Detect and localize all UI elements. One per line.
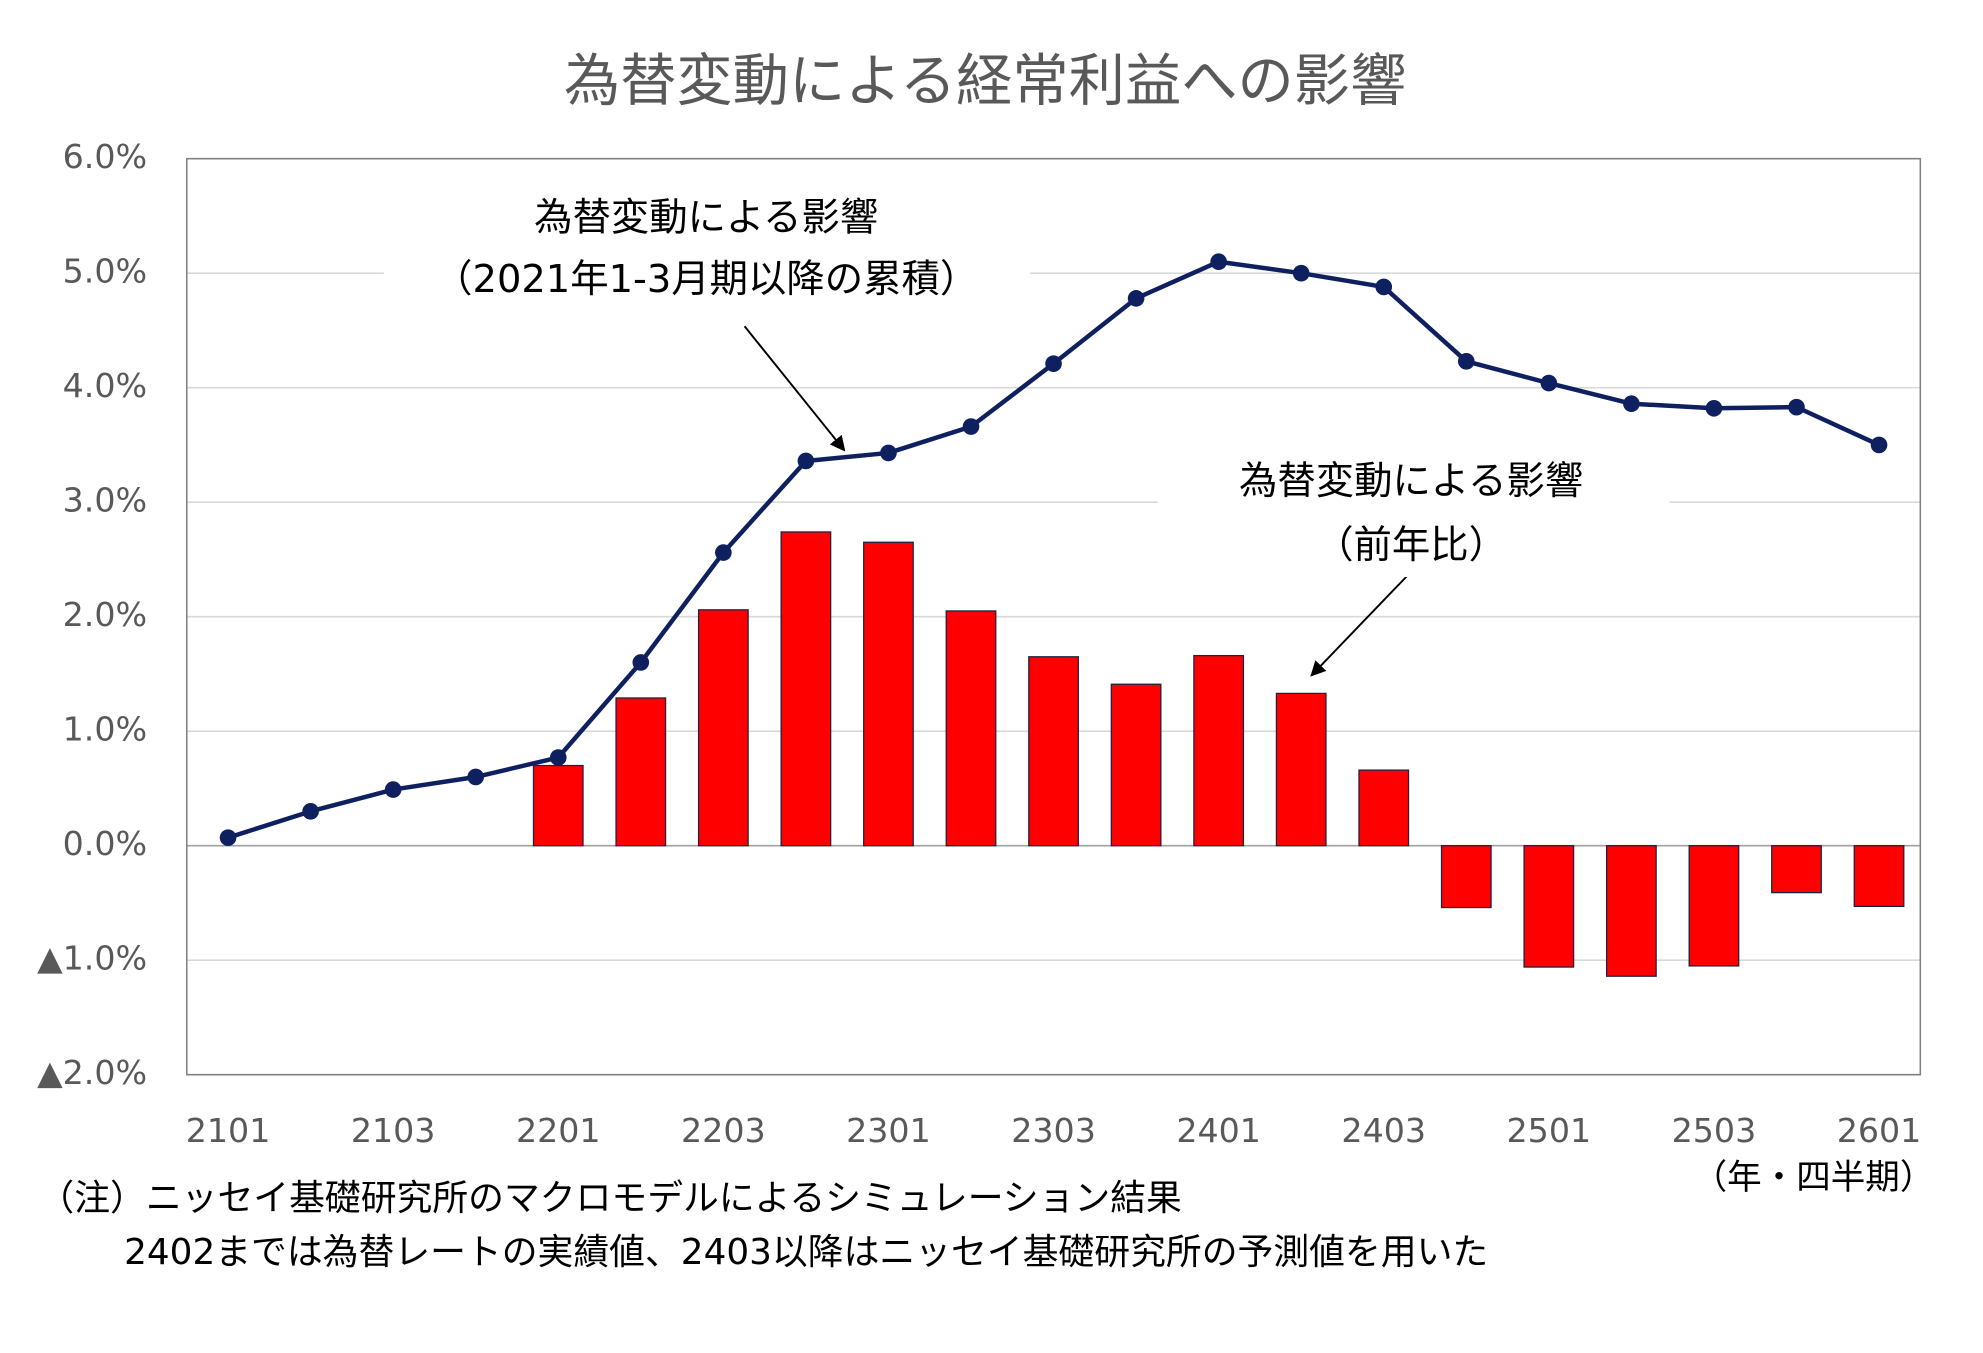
line-marker xyxy=(549,749,567,766)
line-marker xyxy=(1375,278,1393,296)
line-marker xyxy=(797,452,815,470)
line-marker xyxy=(1210,253,1227,271)
line-marker xyxy=(467,768,485,786)
bar xyxy=(1193,654,1245,847)
line-marker xyxy=(715,544,732,561)
annotation: （前年比） xyxy=(1315,523,1507,568)
line-marker xyxy=(384,781,402,798)
line-marker xyxy=(1623,395,1640,413)
bar xyxy=(1110,683,1162,847)
bar xyxy=(1688,845,1740,967)
y-tick-label: 2.0% xyxy=(63,595,147,634)
x-tick-label: 2101 xyxy=(186,1111,271,1150)
line-marker xyxy=(1870,436,1888,454)
x-tick-label: 2301 xyxy=(846,1111,931,1150)
y-tick-label: 6.0% xyxy=(63,137,147,176)
line-marker xyxy=(1705,399,1723,417)
bar xyxy=(945,610,997,847)
line-marker xyxy=(1457,353,1475,370)
line-marker xyxy=(1788,398,1805,416)
plot-border xyxy=(186,157,1922,1076)
y-tick-label: ▲2.0% xyxy=(37,1053,147,1092)
x-tick-label: 2103 xyxy=(351,1111,436,1150)
bar xyxy=(780,531,832,847)
line-marker xyxy=(880,444,897,462)
bar xyxy=(863,541,914,847)
bar xyxy=(1771,845,1822,894)
bar xyxy=(1853,845,1905,908)
x-tick-label: 2403 xyxy=(1341,1111,1426,1150)
annotation-arrow xyxy=(743,325,846,452)
line-marker xyxy=(632,654,650,671)
bar xyxy=(1605,845,1657,977)
annotation: （2021年1-3月期以降の累積） xyxy=(434,257,978,302)
annotation-bg xyxy=(383,191,1030,314)
x-axis-label: （年・四半期） xyxy=(1693,1158,1935,1198)
y-tick-label: 3.0% xyxy=(63,481,147,520)
bar xyxy=(1275,692,1327,847)
x-tick-label: 2303 xyxy=(1011,1111,1096,1150)
x-tick-label: 2501 xyxy=(1507,1111,1592,1150)
x-tick-label: 2401 xyxy=(1176,1111,1261,1150)
annotation: 為替変動による影響 xyxy=(534,196,878,241)
line-marker xyxy=(1540,374,1558,392)
chart-title: 為替変動による経常利益への影響 xyxy=(564,49,1407,114)
x-tick-label: 2503 xyxy=(1672,1111,1757,1150)
y-tick-label: 1.0% xyxy=(63,710,147,749)
annotation: 為替変動による影響 xyxy=(1239,459,1583,504)
bar xyxy=(1028,656,1079,847)
line-marker xyxy=(219,829,237,846)
y-tick-label: ▲1.0% xyxy=(37,939,147,978)
x-tick-label: 2203 xyxy=(681,1111,766,1150)
y-tick-label: 4.0% xyxy=(63,366,147,405)
bar xyxy=(697,609,749,847)
y-tick-label: 5.0% xyxy=(63,252,147,291)
bar xyxy=(1358,769,1410,847)
bar xyxy=(1523,845,1575,968)
footnote: （注）ニッセイ基礎研究所のマクロモデルによるシミュレーション結果 xyxy=(38,1178,1182,1219)
x-tick-label: 2201 xyxy=(516,1111,601,1150)
line-marker xyxy=(962,418,980,435)
annotation-arrow xyxy=(1310,575,1408,677)
footnote: 2402までは為替レートの実績値、2403以降はニッセイ基礎研究所の予測値を用い… xyxy=(124,1232,1488,1273)
x-tick-label: 2601 xyxy=(1837,1111,1922,1150)
line-marker xyxy=(302,803,319,820)
line-marker xyxy=(1045,355,1062,372)
y-tick-label: 0.0% xyxy=(63,824,147,863)
line-marker xyxy=(1292,264,1310,282)
bar xyxy=(532,764,584,847)
bar xyxy=(1440,845,1492,909)
annotation-bg xyxy=(1157,455,1670,578)
line-marker xyxy=(1127,290,1145,307)
bar xyxy=(615,697,667,847)
